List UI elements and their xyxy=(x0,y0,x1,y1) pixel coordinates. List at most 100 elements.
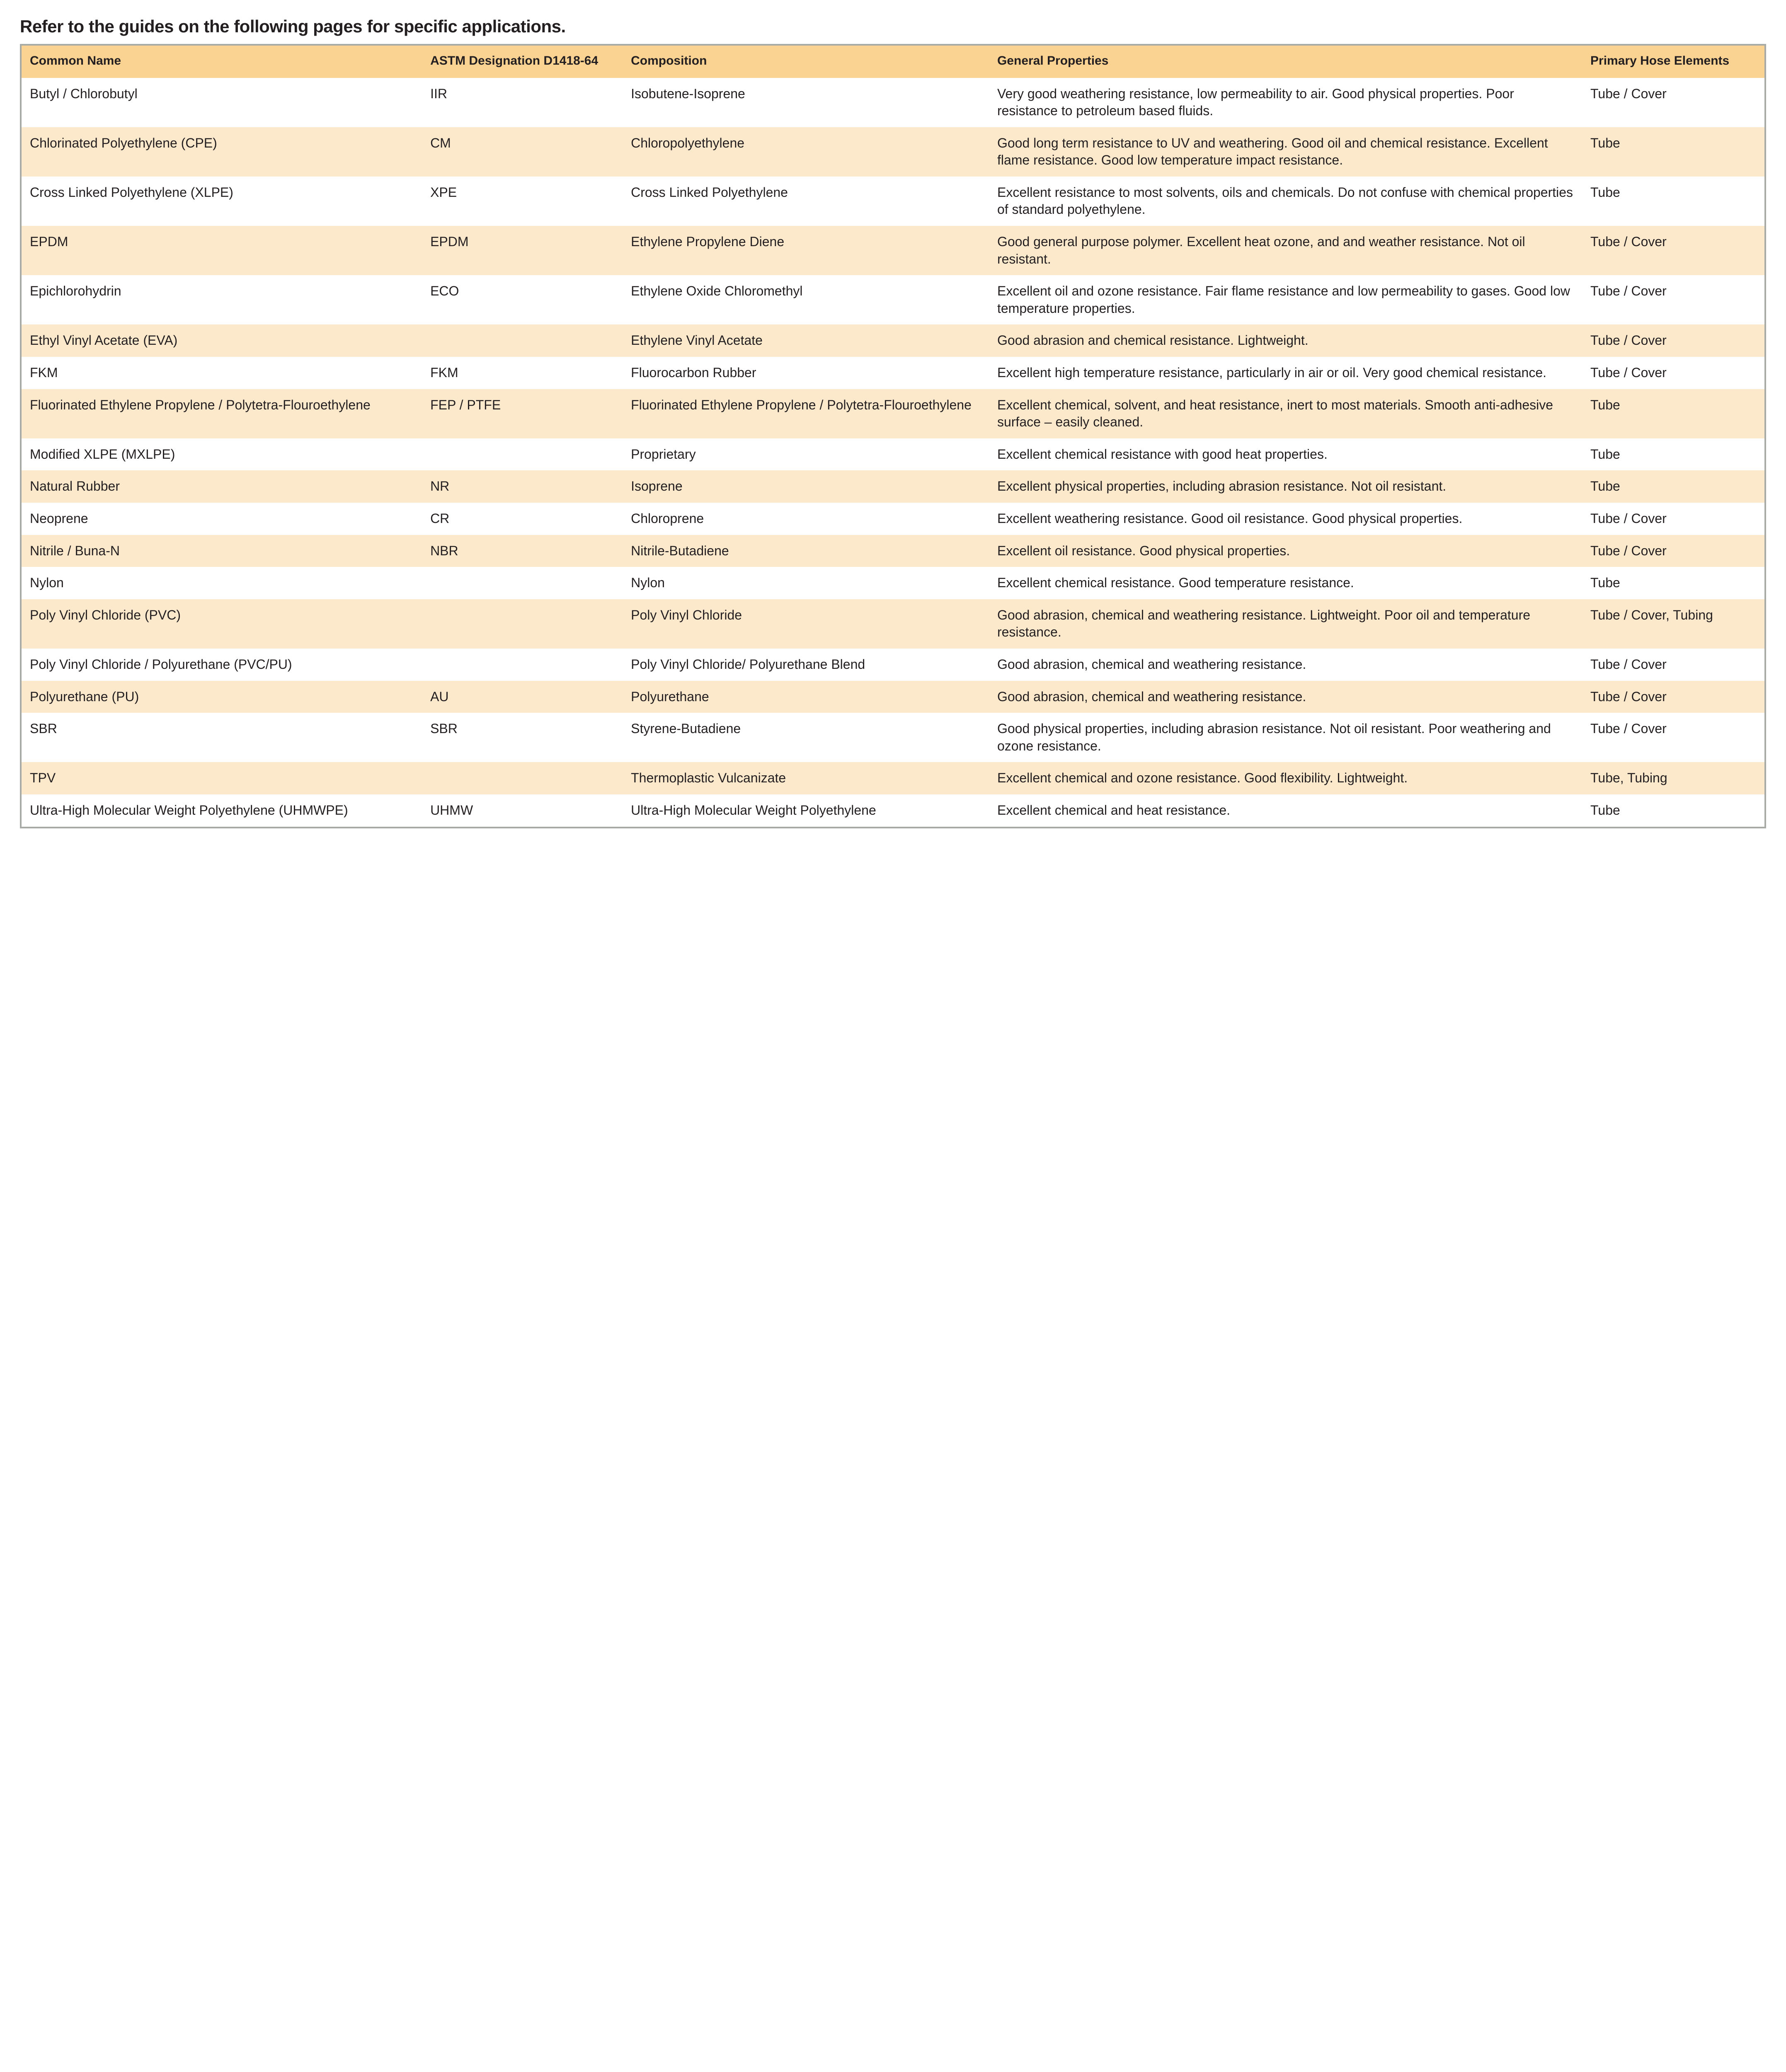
table-row: Ultra-High Molecular Weight Polyethylene… xyxy=(21,794,1765,828)
cell-astm: NBR xyxy=(422,535,623,567)
table-row: FKMFKMFluorocarbon RubberExcellent high … xyxy=(21,357,1765,389)
cell-properties: Excellent chemical, solvent, and heat re… xyxy=(989,389,1582,438)
cell-astm: ECO xyxy=(422,275,623,324)
cell-composition: Proprietary xyxy=(623,438,989,471)
col-header-astm: ASTM Designation D1418-64 xyxy=(422,45,623,78)
table-row: Butyl / ChlorobutylIIRIsobutene-Isoprene… xyxy=(21,78,1765,127)
cell-elements: Tube / Cover xyxy=(1582,226,1765,275)
cell-elements: Tube, Tubing xyxy=(1582,762,1765,794)
cell-common-name: Polyurethane (PU) xyxy=(21,681,422,713)
cell-properties: Excellent chemical and heat resistance. xyxy=(989,794,1582,828)
cell-properties: Excellent chemical resistance with good … xyxy=(989,438,1582,471)
cell-common-name: Cross Linked Polyethylene (XLPE) xyxy=(21,177,422,226)
cell-astm xyxy=(422,324,623,357)
cell-elements: Tube / Cover xyxy=(1582,275,1765,324)
cell-elements: Tube / Cover xyxy=(1582,681,1765,713)
cell-elements: Tube xyxy=(1582,389,1765,438)
cell-astm xyxy=(422,599,623,649)
cell-astm: CR xyxy=(422,503,623,535)
cell-common-name: Natural Rubber xyxy=(21,470,422,503)
table-row: Fluorinated Ethylene Propylene / Polytet… xyxy=(21,389,1765,438)
cell-common-name: FKM xyxy=(21,357,422,389)
cell-properties: Good abrasion, chemical and weathering r… xyxy=(989,681,1582,713)
cell-astm: NR xyxy=(422,470,623,503)
cell-composition: Fluorinated Ethylene Propylene / Polytet… xyxy=(623,389,989,438)
cell-elements: Tube xyxy=(1582,127,1765,177)
table-row: Natural RubberNRIsopreneExcellent physic… xyxy=(21,470,1765,503)
cell-properties: Excellent high temperature resistance, p… xyxy=(989,357,1582,389)
cell-common-name: Fluorinated Ethylene Propylene / Polytet… xyxy=(21,389,422,438)
cell-astm: UHMW xyxy=(422,794,623,828)
cell-composition: Nylon xyxy=(623,567,989,599)
table-row: Poly Vinyl Chloride / Polyurethane (PVC/… xyxy=(21,649,1765,681)
cell-common-name: Nitrile / Buna-N xyxy=(21,535,422,567)
cell-composition: Poly Vinyl Chloride/ Polyurethane Blend xyxy=(623,649,989,681)
cell-elements: Tube xyxy=(1582,794,1765,828)
cell-properties: Excellent chemical resistance. Good temp… xyxy=(989,567,1582,599)
table-row: TPV Thermoplastic VulcanizateExcellent ch… xyxy=(21,762,1765,794)
cell-composition: Fluorocarbon Rubber xyxy=(623,357,989,389)
cell-composition: Chloroprene xyxy=(623,503,989,535)
page-title: Refer to the guides on the following pag… xyxy=(20,17,1766,36)
cell-properties: Good general purpose polymer. Excellent … xyxy=(989,226,1582,275)
table-row: Polyurethane (PU)AUPolyurethaneGood abra… xyxy=(21,681,1765,713)
cell-composition: Poly Vinyl Chloride xyxy=(623,599,989,649)
cell-astm xyxy=(422,438,623,471)
cell-properties: Excellent oil resistance. Good physical … xyxy=(989,535,1582,567)
cell-elements: Tube / Cover xyxy=(1582,78,1765,127)
cell-astm: SBR xyxy=(422,713,623,762)
cell-elements: Tube / Cover xyxy=(1582,357,1765,389)
cell-composition: Polyurethane xyxy=(623,681,989,713)
cell-astm xyxy=(422,649,623,681)
cell-common-name: Poly Vinyl Chloride / Polyurethane (PVC/… xyxy=(21,649,422,681)
cell-elements: Tube / Cover xyxy=(1582,503,1765,535)
cell-astm xyxy=(422,567,623,599)
cell-composition: Cross Linked Polyethylene xyxy=(623,177,989,226)
table-row: Poly Vinyl Chloride (PVC)Poly Vinyl Chlo… xyxy=(21,599,1765,649)
cell-composition: Ethylene Propylene Diene xyxy=(623,226,989,275)
cell-properties: Good abrasion, chemical and weathering r… xyxy=(989,649,1582,681)
col-header-elements: Primary Hose Elements xyxy=(1582,45,1765,78)
table-row: NylonNylonExcellent chemical resistance.… xyxy=(21,567,1765,599)
cell-common-name: Ultra-High Molecular Weight Polyethylene… xyxy=(21,794,422,828)
cell-astm: CM xyxy=(422,127,623,177)
cell-common-name: Ethyl Vinyl Acetate (EVA) xyxy=(21,324,422,357)
cell-common-name: Epichlorohydrin xyxy=(21,275,422,324)
cell-elements: Tube xyxy=(1582,177,1765,226)
cell-elements: Tube / Cover xyxy=(1582,535,1765,567)
cell-properties: Excellent chemical and ozone resistance.… xyxy=(989,762,1582,794)
table-row: Ethyl Vinyl Acetate (EVA) Ethylene Vinyl … xyxy=(21,324,1765,357)
cell-astm: FKM xyxy=(422,357,623,389)
table-row: Cross Linked Polyethylene (XLPE)XPECross… xyxy=(21,177,1765,226)
col-header-common-name: Common Name xyxy=(21,45,422,78)
table-header-row: Common Name ASTM Designation D1418-64 Co… xyxy=(21,45,1765,78)
cell-astm: IIR xyxy=(422,78,623,127)
cell-composition: Nitrile-Butadiene xyxy=(623,535,989,567)
cell-common-name: EPDM xyxy=(21,226,422,275)
cell-properties: Good physical properties, including abra… xyxy=(989,713,1582,762)
cell-elements: Tube / Cover xyxy=(1582,713,1765,762)
cell-common-name: TPV xyxy=(21,762,422,794)
cell-properties: Excellent oil and ozone resistance. Fair… xyxy=(989,275,1582,324)
cell-common-name: SBR xyxy=(21,713,422,762)
col-header-composition: Composition xyxy=(623,45,989,78)
table-row: EpichlorohydrinECOEthylene Oxide Chlorom… xyxy=(21,275,1765,324)
table-row: EPDMEPDMEthylene Propylene DieneGood gen… xyxy=(21,226,1765,275)
col-header-properties: General Properties xyxy=(989,45,1582,78)
cell-composition: Isoprene xyxy=(623,470,989,503)
cell-composition: Ethylene Vinyl Acetate xyxy=(623,324,989,357)
cell-common-name: Chlorinated Polyethylene (CPE) xyxy=(21,127,422,177)
table-row: NeopreneCRChloropreneExcellent weatherin… xyxy=(21,503,1765,535)
cell-astm: AU xyxy=(422,681,623,713)
cell-astm: XPE xyxy=(422,177,623,226)
cell-astm xyxy=(422,762,623,794)
cell-elements: Tube / Cover xyxy=(1582,324,1765,357)
table-row: Modified XLPE (MXLPE)ProprietaryExcellen… xyxy=(21,438,1765,471)
cell-astm: EPDM xyxy=(422,226,623,275)
cell-elements: Tube / Cover xyxy=(1582,649,1765,681)
cell-properties: Good long term resistance to UV and weat… xyxy=(989,127,1582,177)
cell-properties: Good abrasion, chemical and weathering r… xyxy=(989,599,1582,649)
cell-common-name: Neoprene xyxy=(21,503,422,535)
cell-composition: Thermoplastic Vulcanizate xyxy=(623,762,989,794)
cell-composition: Ultra-High Molecular Weight Polyethylene xyxy=(623,794,989,828)
